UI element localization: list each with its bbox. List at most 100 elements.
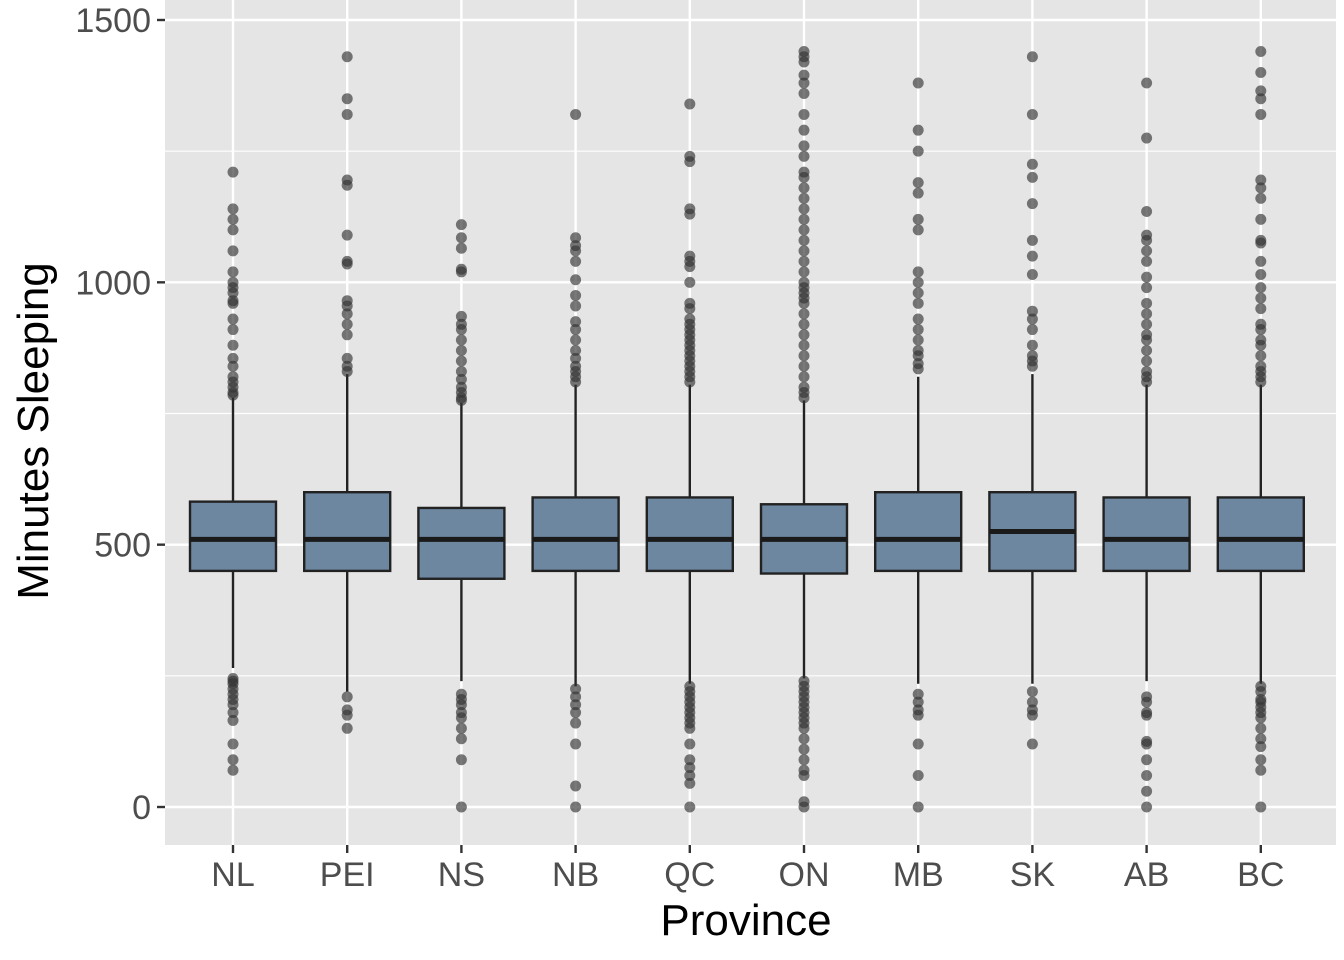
- outlier-point: [227, 360, 239, 372]
- outlier-point: [1255, 268, 1267, 280]
- outlier-point: [1141, 255, 1153, 267]
- outlier-point: [227, 213, 239, 225]
- outlier-point: [455, 394, 467, 406]
- outlier-point: [684, 376, 696, 388]
- box-iqr: [645, 496, 734, 573]
- outlier-point: [1141, 801, 1153, 813]
- outlier-point: [341, 722, 353, 734]
- outlier-point: [798, 213, 810, 225]
- outlier-point: [1141, 282, 1153, 294]
- outlier-point: [912, 770, 924, 782]
- outlier-point: [1255, 108, 1267, 120]
- box-iqr: [874, 491, 963, 573]
- outlier-point: [1141, 696, 1153, 708]
- outlier-point: [1255, 174, 1267, 186]
- outlier-point: [798, 150, 810, 162]
- outlier-point: [798, 182, 810, 194]
- outlier-point: [1141, 271, 1153, 283]
- outlier-point: [1255, 182, 1267, 194]
- x-tick-label: NL: [211, 856, 254, 894]
- outlier-point: [341, 318, 353, 330]
- outlier-point: [1026, 360, 1038, 372]
- outlier-point: [1255, 292, 1267, 304]
- outlier-point: [227, 287, 239, 299]
- outlier-point: [341, 179, 353, 191]
- outlier-point: [341, 329, 353, 341]
- outlier-point: [1141, 785, 1153, 797]
- outlier-point: [798, 171, 810, 183]
- outlier-point: [570, 324, 582, 336]
- outlier-point: [798, 371, 810, 383]
- box-group-nl: [188, 166, 278, 776]
- outlier-point: [684, 98, 696, 110]
- outlier-point: [455, 232, 467, 244]
- outlier-point: [798, 308, 810, 320]
- outlier-point: [1141, 206, 1153, 218]
- outlier-point: [227, 707, 239, 719]
- outlier-point: [1255, 339, 1267, 351]
- box-group-on: [759, 45, 849, 813]
- outlier-point: [1141, 234, 1153, 246]
- outlier-point: [227, 714, 239, 726]
- outlier-point: [570, 376, 582, 388]
- box-iqr: [188, 500, 278, 573]
- outlier-point: [455, 324, 467, 336]
- minor-gridlines: [165, 150, 1336, 677]
- outlier-point: [455, 366, 467, 378]
- outlier-point: [1026, 313, 1038, 325]
- y-axis: 0 500 1000 1500: [75, 2, 165, 827]
- outlier-point: [455, 373, 467, 385]
- outlier-point: [341, 93, 353, 105]
- outlier-point: [912, 738, 924, 750]
- outlier-point: [455, 733, 467, 745]
- outlier-point: [684, 777, 696, 789]
- outlier-point: [455, 310, 467, 322]
- outlier-point: [798, 203, 810, 215]
- outlier-point: [912, 124, 924, 136]
- x-tick-label: ON: [779, 856, 830, 894]
- outlier-point: [798, 801, 810, 813]
- outlier-point: [798, 392, 810, 404]
- outlier-point: [570, 274, 582, 286]
- outlier-point: [1255, 192, 1267, 204]
- outlier-point: [1026, 324, 1038, 336]
- outlier-point: [798, 124, 810, 136]
- x-tick-label: BC: [1237, 856, 1284, 894]
- outlier-point: [570, 780, 582, 792]
- outlier-point: [455, 754, 467, 766]
- outlier-point: [570, 245, 582, 257]
- outlier-point: [912, 350, 924, 362]
- outlier-point: [798, 140, 810, 152]
- outlier-point: [912, 696, 924, 708]
- box-iqr: [303, 491, 392, 573]
- outlier-point: [798, 722, 810, 734]
- outlier-point: [1141, 77, 1153, 89]
- outlier-point: [570, 683, 582, 695]
- outlier-point: [227, 324, 239, 336]
- box-group-pei: [303, 51, 392, 734]
- outlier-point: [1026, 686, 1038, 698]
- outlier-point: [912, 801, 924, 813]
- outlier-point: [341, 258, 353, 270]
- outlier-point: [1255, 722, 1267, 734]
- outlier-point: [227, 389, 239, 401]
- outlier-point: [684, 770, 696, 782]
- outlier-point: [570, 352, 582, 364]
- outlier-point: [684, 208, 696, 220]
- outlier-point: [798, 108, 810, 120]
- outlier-point: [227, 764, 239, 776]
- outlier-point: [227, 245, 239, 257]
- outlier-point: [1026, 268, 1038, 280]
- outlier-point: [912, 334, 924, 346]
- outlier-point: [455, 242, 467, 254]
- outlier-point: [912, 266, 924, 278]
- outlier-point: [912, 297, 924, 309]
- outlier-point: [798, 234, 810, 246]
- outlier-point: [227, 313, 239, 325]
- x-axis: NL PEI NS NB QC ON MB SK AB BC: [211, 845, 1284, 894]
- outlier-point: [1141, 345, 1153, 357]
- outlier-point: [798, 360, 810, 372]
- outlier-point: [912, 363, 924, 375]
- outlier-point: [227, 339, 239, 351]
- outlier-point: [341, 300, 353, 312]
